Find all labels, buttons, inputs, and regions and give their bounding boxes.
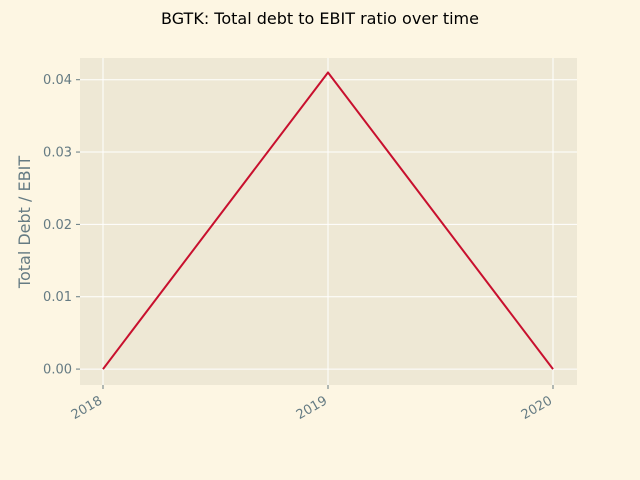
grid [80, 58, 577, 385]
y-tick-label: 0.03 [43, 146, 72, 161]
y-tick-label: 0.01 [43, 290, 72, 305]
series-line [102, 71, 554, 370]
y-axis: 0.00 0.01 0.02 0.03 0.04 [43, 73, 80, 378]
y-tick-label: 0.02 [43, 218, 72, 233]
y-tick-label: 0.04 [43, 73, 72, 88]
y-axis-label: Total Debt / EBIT [15, 156, 34, 289]
chart-title: BGTK: Total debt to EBIT ratio over time [161, 9, 479, 28]
series-layer [102, 71, 554, 370]
y-tick-label: 0.00 [43, 363, 72, 378]
